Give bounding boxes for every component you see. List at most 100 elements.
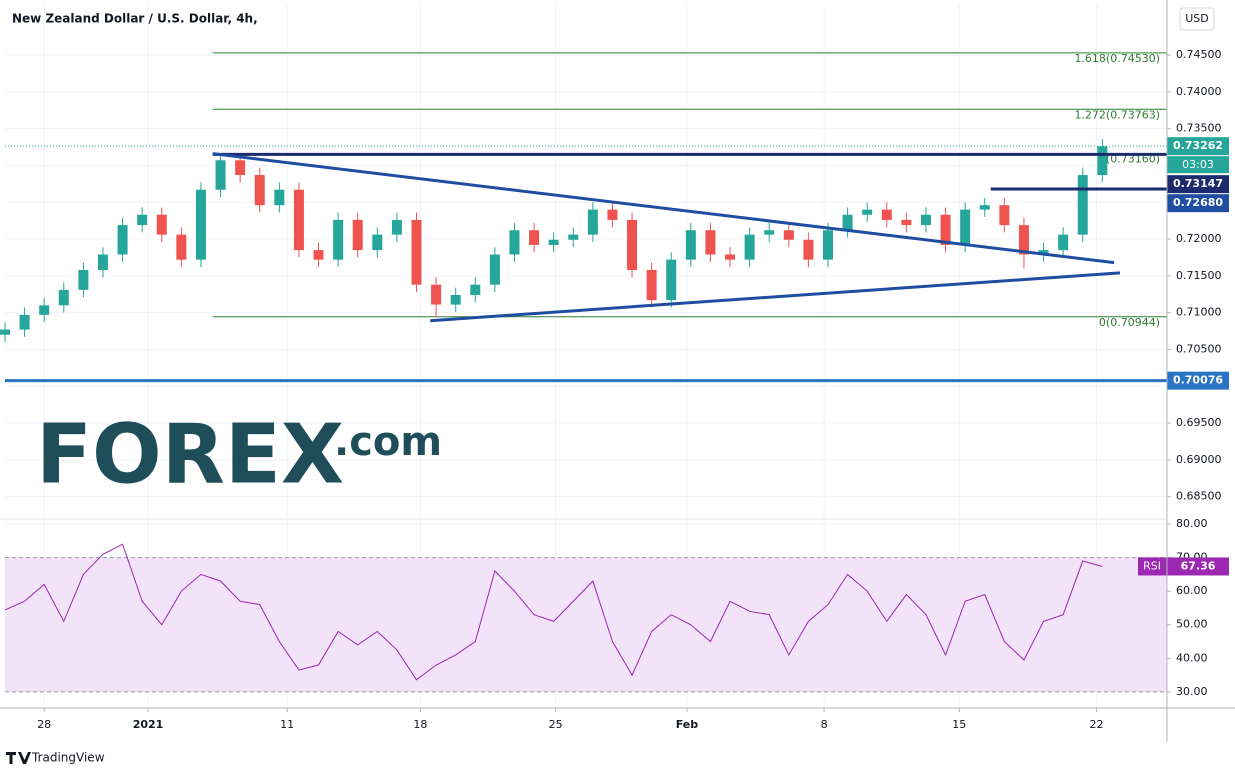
candle-body [235, 160, 246, 176]
candle-body [725, 254, 736, 260]
candle-body [333, 219, 344, 260]
logo-suffix: .com [334, 419, 442, 465]
y-tick-label: 0.69000 [1176, 453, 1222, 466]
chart-title: New Zealand Dollar / U.S. Dollar, 4h, [12, 12, 258, 26]
x-tick-label: 25 [549, 718, 563, 731]
candle-body [803, 239, 814, 260]
candle-body [881, 209, 892, 220]
candle-body [391, 219, 402, 235]
price-label: 0.73262 [1173, 139, 1223, 152]
x-tick-label: 15 [952, 718, 966, 731]
trend-line [430, 271, 1121, 323]
candle-body [568, 234, 579, 240]
x-tick-label: Feb [676, 718, 699, 731]
price-label: 0.73147 [1173, 177, 1223, 190]
fib-label: 1.272(0.73763) [1074, 108, 1160, 121]
candle-body [744, 234, 755, 260]
y-tick-label: 80.00 [1176, 517, 1208, 530]
y-tick-label: 0.71500 [1176, 269, 1222, 282]
tradingview-icon[interactable] [6, 752, 31, 764]
candle-body [254, 175, 265, 206]
candle-body [979, 205, 990, 210]
y-tick-label: 50.00 [1176, 618, 1208, 631]
rsi-name: RSI [1143, 559, 1161, 572]
candle-body [0, 329, 10, 335]
candle-body [548, 239, 559, 245]
candle-body [685, 230, 696, 260]
x-tick-label: 18 [413, 718, 427, 731]
candle-body [450, 294, 461, 305]
candle-body [176, 234, 187, 260]
y-tick-label: 0.74000 [1176, 85, 1222, 98]
candle-body [1097, 146, 1108, 176]
candle-body [901, 219, 912, 226]
candle-body [431, 284, 442, 305]
candle-body [764, 230, 775, 235]
candle-body [39, 305, 50, 315]
candle-body [823, 230, 834, 260]
rsi-value-box [1167, 557, 1229, 576]
fib-label: 1(0.73160) [1099, 153, 1160, 166]
candle-body [411, 219, 422, 285]
candle-body [470, 284, 481, 295]
y-tick-label: 0.70500 [1176, 342, 1222, 355]
candle-body [1058, 234, 1069, 251]
plot: 0.685000.690000.695000.700000.705000.710… [0, 48, 1229, 731]
rsi-band [5, 557, 1167, 692]
candle-body [352, 219, 363, 251]
candle-body [607, 209, 618, 220]
candle-body [646, 269, 657, 301]
price-label: 0.72680 [1173, 196, 1223, 209]
x-tick-label: 11 [280, 718, 294, 731]
candle-body [862, 209, 873, 215]
candle-body [372, 234, 383, 251]
candle-body [666, 259, 677, 301]
y-tick-label: 0.73500 [1176, 122, 1222, 135]
price-label-box [1167, 175, 1229, 194]
countdown: 03:03 [1182, 158, 1214, 171]
y-tick-label: 0.74500 [1176, 48, 1222, 61]
candle-body [842, 214, 853, 231]
candle-body [195, 189, 206, 260]
y-tick-label: 0.68500 [1176, 490, 1222, 503]
candle-body [156, 214, 167, 235]
x-tick-label: 8 [821, 718, 828, 731]
candle-body [489, 254, 500, 285]
currency[interactable]: USD [1185, 12, 1209, 25]
footer-bg [0, 742, 1235, 774]
candle-body [1038, 250, 1049, 255]
currency-box[interactable] [1179, 7, 1215, 31]
candle-body [313, 250, 324, 260]
price-label-box [1167, 371, 1229, 390]
logo-main: FOREX [36, 407, 344, 502]
candle-body [58, 289, 69, 306]
y-tick-label: 30.00 [1176, 685, 1208, 698]
fib-label: 0(0.70944) [1099, 316, 1160, 329]
footer-brand[interactable]: TradingView [31, 751, 105, 765]
candle-body [117, 225, 128, 255]
fib-label: 1.618(0.74530) [1074, 52, 1160, 65]
candle-body [274, 189, 285, 206]
candle-body [920, 214, 931, 226]
price-label: 0.70076 [1173, 374, 1223, 387]
trend-line [212, 152, 1115, 265]
candle-body [509, 230, 520, 255]
candle-body [1018, 225, 1029, 255]
candle-body [78, 269, 89, 290]
candle-body [215, 160, 226, 190]
y-tick-label: 40.00 [1176, 651, 1208, 664]
x-tick-label: 22 [1089, 718, 1103, 731]
rsi-value: 67.36 [1181, 559, 1216, 572]
rsi-name-box [1138, 557, 1167, 576]
y-tick-label: 0.69500 [1176, 416, 1222, 429]
price-label-box [1167, 194, 1229, 213]
candle-body [940, 214, 951, 245]
y-tick-label: 60.00 [1176, 584, 1208, 597]
price-label-box [1167, 137, 1229, 156]
x-tick-label: 2021 [133, 718, 164, 731]
candle-body [137, 214, 148, 226]
candle-body [783, 230, 794, 240]
y-tick-label: 0.71000 [1176, 306, 1222, 319]
candle-body [999, 205, 1010, 226]
